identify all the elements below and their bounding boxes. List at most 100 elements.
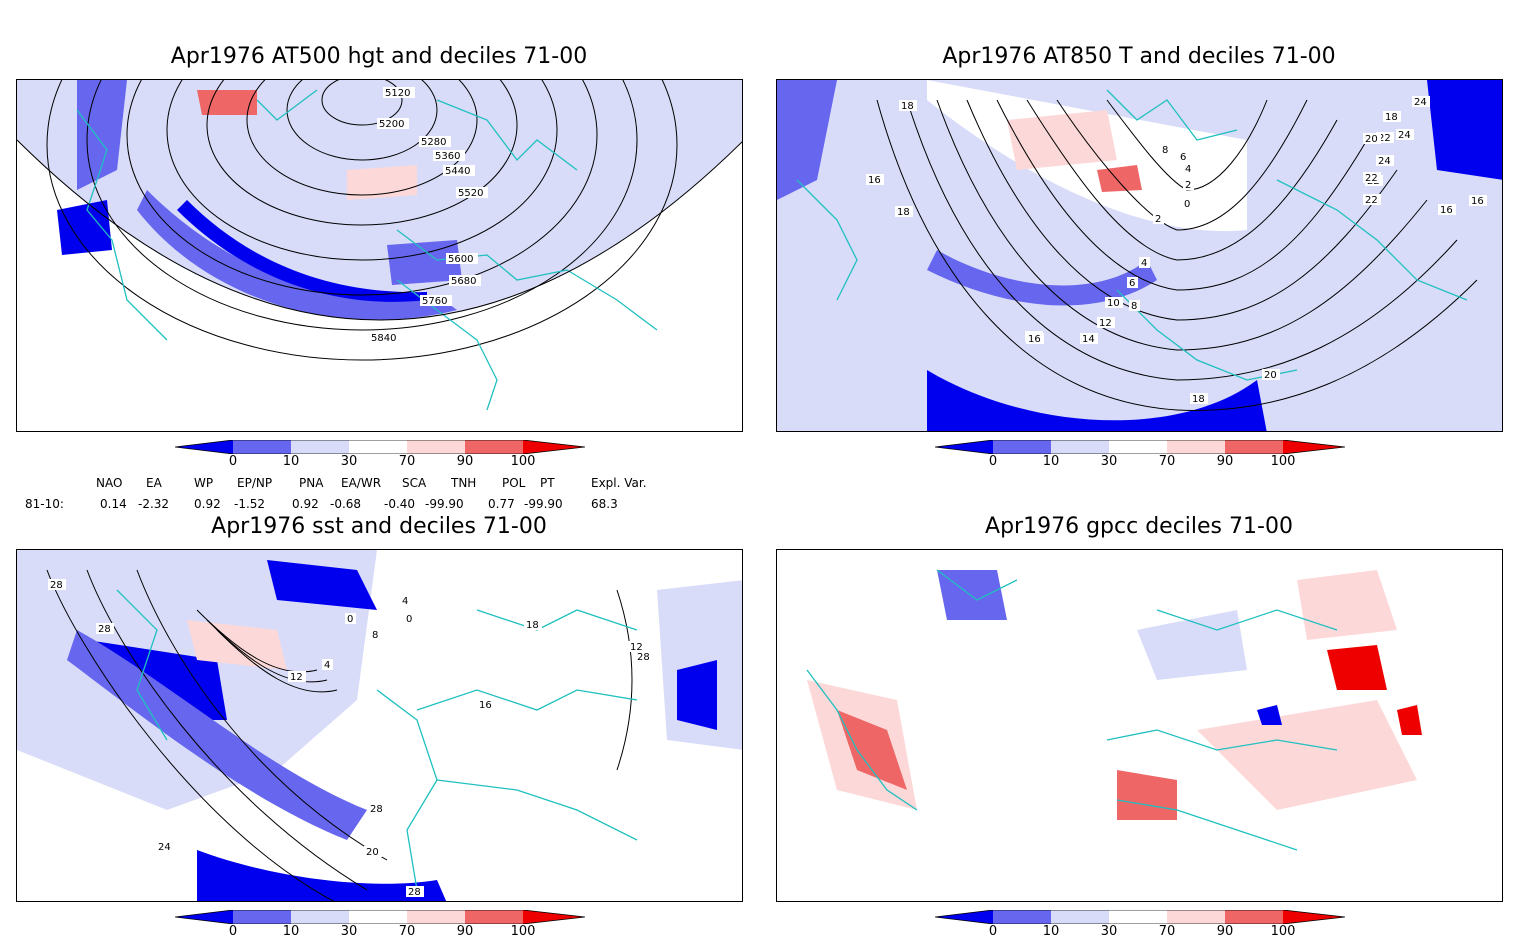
- contour-label: 5440: [445, 166, 470, 177]
- index-header: POL: [502, 476, 526, 490]
- cbar-tick: 10: [1042, 924, 1060, 939]
- contour-label-bg: [1363, 172, 1381, 183]
- contour-label-bg: [1080, 333, 1098, 344]
- contour-label-bg: [443, 165, 475, 176]
- cbar-tick: 90: [456, 454, 474, 469]
- index-value: -99.90: [425, 497, 464, 511]
- panel-title-z500: Apr1976 AT500 hgt and deciles 71-00: [170, 44, 588, 69]
- cbar-tick: 0: [988, 454, 998, 469]
- index-value: 0.77: [488, 497, 515, 511]
- panel-title-gpcc: Apr1976 gpcc deciles 71-00: [985, 514, 1293, 539]
- index-value: 68.3: [591, 497, 618, 511]
- contour-label-bg: [420, 295, 452, 306]
- contour-label: 12: [290, 672, 303, 683]
- contour-label: 12: [630, 642, 643, 653]
- map-z500: 5120 5200 5280 5360 5440 5520 5600 5680 5760 5840: [16, 79, 743, 432]
- cbar-tick: 90: [456, 924, 474, 939]
- contour-label: 8: [1162, 145, 1168, 156]
- contour-label: 24: [1398, 130, 1411, 141]
- contour-label: 0: [406, 614, 412, 625]
- colorbar-sst-svg: [175, 910, 585, 924]
- colorbar-sst: 0 10 30 70 90 100: [175, 910, 585, 944]
- map-gpcc: [776, 549, 1503, 902]
- contour-label-bg: [1262, 369, 1280, 380]
- contour-label-bg: [1438, 204, 1456, 215]
- cbar-tick: 90: [1216, 924, 1234, 939]
- contour-label: 5520: [458, 188, 483, 199]
- contour-label: 20: [1365, 134, 1378, 145]
- contour-label: 0: [1184, 199, 1190, 210]
- cbar-tick: 100: [1270, 454, 1296, 469]
- colorbar-gpcc-svg: [935, 910, 1345, 924]
- contour-label-bg: [1160, 144, 1171, 155]
- index-header: TNH: [451, 476, 477, 490]
- contour-label-bg: [369, 332, 401, 343]
- contour-label: 24: [158, 842, 171, 853]
- contour-label-bg: [48, 579, 66, 590]
- contour-label: 18: [526, 620, 539, 631]
- contour-label-bg: [383, 87, 415, 98]
- cbar-tick: 70: [1158, 924, 1176, 939]
- panel-title-t850: Apr1976 AT850 T and deciles 71-00: [942, 44, 1336, 69]
- contour-label-bg: [899, 100, 917, 111]
- cbar-tick: 100: [510, 454, 536, 469]
- contour-label-bg: [477, 699, 495, 710]
- cbar-seg: [175, 440, 233, 454]
- contour-label-bg: [400, 595, 411, 606]
- cbar-tick: 0: [228, 924, 238, 939]
- contour-label: 28: [408, 887, 421, 898]
- cbar-tick: 0: [988, 924, 998, 939]
- cbar-tick: 70: [398, 454, 416, 469]
- contour-label: 5200: [379, 119, 404, 130]
- contour-label-bg: [1139, 257, 1150, 268]
- contour-label: 16: [1471, 196, 1484, 207]
- contour-label: 16: [1028, 334, 1041, 345]
- contour-label: 18: [901, 101, 914, 112]
- map-t850-svg: 1816188642024681012141616182022242220161…: [777, 80, 1502, 431]
- index-header: SCA: [402, 476, 427, 490]
- contour-label-bg: [449, 275, 481, 286]
- contour-label-bg: [1026, 333, 1044, 344]
- contour-label-bg: [404, 613, 415, 624]
- contour-label: 5360: [435, 151, 460, 162]
- contour-label: 14: [1082, 334, 1095, 345]
- contour-label-bg: [456, 187, 488, 198]
- contour-label: 28: [50, 580, 63, 591]
- cbar-tick: 0: [228, 454, 238, 469]
- index-header: EA/WR: [341, 476, 382, 490]
- contour-label-bg: [628, 641, 646, 652]
- contour-label: 4: [324, 660, 330, 671]
- contour-label: 22: [1365, 173, 1378, 184]
- contour-label: 10: [1107, 298, 1120, 309]
- contour-label-bg: [377, 118, 409, 129]
- map-sst: 28 28 0 4 8 0 4 12 16 18 12 28 20 24 28 28: [16, 549, 743, 902]
- contour-label: 28: [98, 624, 111, 635]
- index-header: PT: [540, 476, 555, 490]
- contour-label: 16: [1440, 205, 1453, 216]
- colorbar-z500: 0 10 30 70 90 100: [175, 440, 585, 474]
- contour-label-bg: [1469, 195, 1487, 206]
- colorbar-z500-svg: [175, 440, 585, 454]
- contour-label: 0: [347, 614, 353, 625]
- contour-label: 4: [1185, 164, 1191, 175]
- contour-label: 5680: [451, 276, 476, 287]
- contour-label-bg: [345, 613, 356, 624]
- contour-label: 24: [1414, 97, 1427, 108]
- contour-label-bg: [1363, 194, 1381, 205]
- contour-label-bg: [1183, 163, 1194, 174]
- contour-label-bg: [368, 803, 386, 814]
- index-header: EP/NP: [237, 476, 273, 490]
- contour-label: 5600: [448, 254, 473, 265]
- contour-label-bg: [1412, 96, 1430, 107]
- index-header: Expl. Var.: [591, 476, 647, 490]
- contour-label-bg: [1178, 151, 1189, 162]
- contour-label: 5120: [385, 88, 410, 99]
- contour-label: 28: [637, 652, 650, 663]
- index-header: EA: [146, 476, 162, 490]
- index-header: WP: [194, 476, 214, 490]
- index-value: 0.92: [194, 497, 221, 511]
- index-header: NAO: [96, 476, 123, 490]
- contour-label-bg: [1376, 155, 1394, 166]
- contour-label-bg: [1383, 111, 1401, 122]
- contour-label: 8: [372, 630, 378, 641]
